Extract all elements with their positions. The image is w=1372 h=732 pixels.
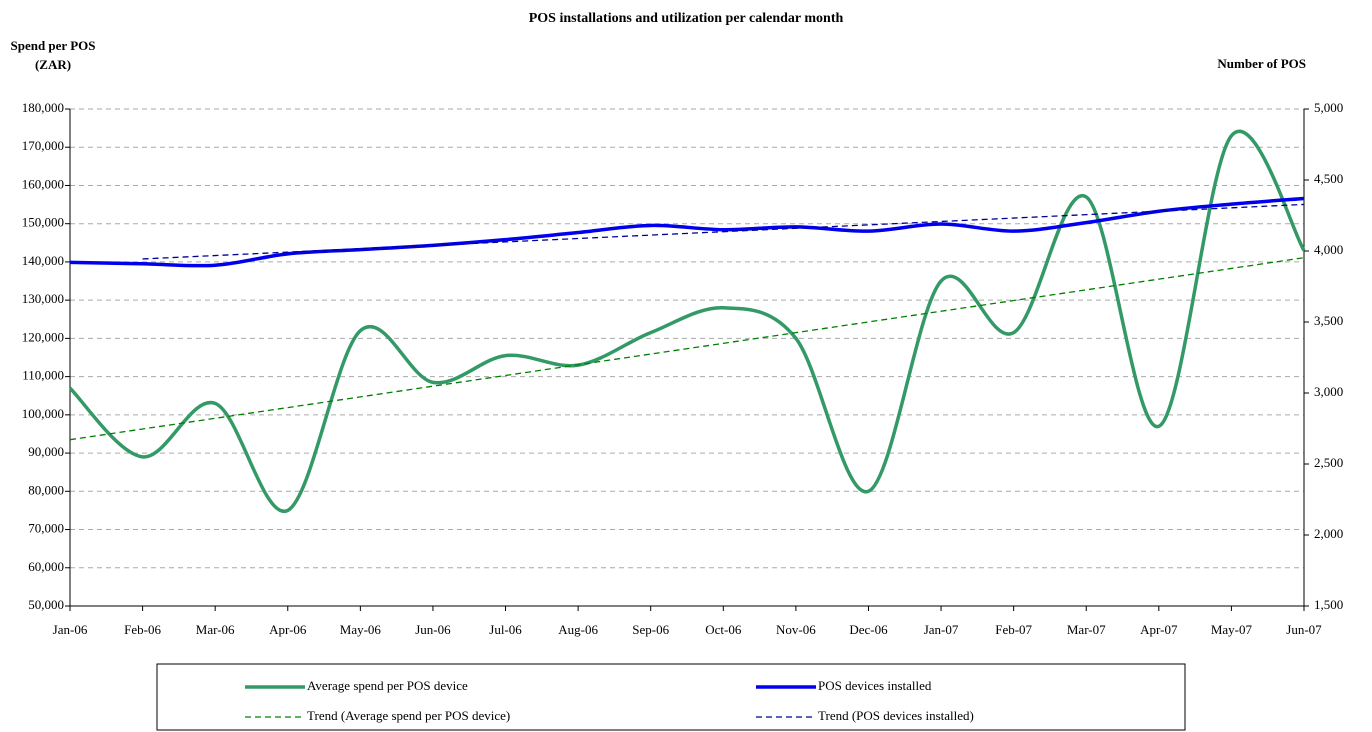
y2-axis-label: Number of POS	[1217, 56, 1306, 71]
y-tick-label: 70,000	[28, 521, 64, 536]
x-tick-label: Jun-06	[415, 622, 451, 637]
series-line	[142, 203, 1305, 260]
legend-label: Trend (Average spend per POS device)	[307, 708, 510, 723]
y-tick-label: 120,000	[22, 329, 64, 344]
y-tick-label: 110,000	[22, 368, 64, 383]
y-tick-label: 150,000	[22, 215, 64, 230]
legend-label: Average spend per POS device	[307, 678, 468, 693]
x-tick-label: Mar-06	[196, 622, 235, 637]
x-tick-label: Apr-07	[1140, 622, 1178, 637]
x-tick-label: Apr-06	[269, 622, 307, 637]
y2-tick-label: 3,000	[1314, 384, 1343, 399]
y-tick-label: 60,000	[28, 559, 64, 574]
y2-tick-label: 4,500	[1314, 171, 1343, 186]
series-line	[68, 129, 1306, 513]
x-tick-label: Mar-07	[1067, 622, 1106, 637]
x-tick-label: Jun-07	[1286, 622, 1322, 637]
x-tick-label: Aug-06	[558, 622, 598, 637]
y-axis-label: Spend per POS	[10, 38, 95, 53]
legend-label: POS devices installed	[818, 678, 932, 693]
x-tick-label: Jan-07	[924, 622, 959, 637]
y2-tick-label: 3,500	[1314, 313, 1343, 328]
y-tick-label: 140,000	[22, 253, 64, 268]
y-axis-label: (ZAR)	[35, 57, 71, 72]
x-tick-label: May-07	[1211, 622, 1253, 637]
y-tick-label: 80,000	[28, 482, 64, 497]
series-line	[69, 257, 1305, 441]
series-line	[69, 196, 1305, 268]
x-tick-label: Dec-06	[849, 622, 888, 637]
y-tick-label: 170,000	[22, 138, 64, 153]
x-tick-label: May-06	[340, 622, 382, 637]
y2-tick-label: 1,500	[1314, 597, 1343, 612]
legend-box	[156, 663, 1186, 731]
x-tick-label: Feb-06	[124, 622, 161, 637]
y-tick-label: 180,000	[22, 100, 64, 115]
x-tick-label: Oct-06	[705, 622, 742, 637]
chart-title: POS installations and utilization per ca…	[529, 11, 844, 26]
y2-tick-label: 2,500	[1314, 455, 1343, 470]
y2-tick-label: 4,000	[1314, 242, 1343, 257]
x-tick-label: Sep-06	[632, 622, 669, 637]
y-tick-label: 100,000	[22, 406, 64, 421]
legend-label: Trend (POS devices installed)	[818, 708, 974, 723]
y2-tick-label: 5,000	[1314, 100, 1343, 115]
x-tick-label: Feb-07	[995, 622, 1032, 637]
y-tick-label: 50,000	[28, 597, 64, 612]
y-tick-label: 160,000	[22, 176, 64, 191]
y2-tick-label: 2,000	[1314, 526, 1343, 541]
y-tick-label: 90,000	[28, 444, 64, 459]
x-tick-label: Nov-06	[776, 622, 816, 637]
x-tick-label: Jul-06	[489, 622, 522, 637]
y-tick-label: 130,000	[22, 291, 64, 306]
x-tick-label: Jan-06	[53, 622, 88, 637]
